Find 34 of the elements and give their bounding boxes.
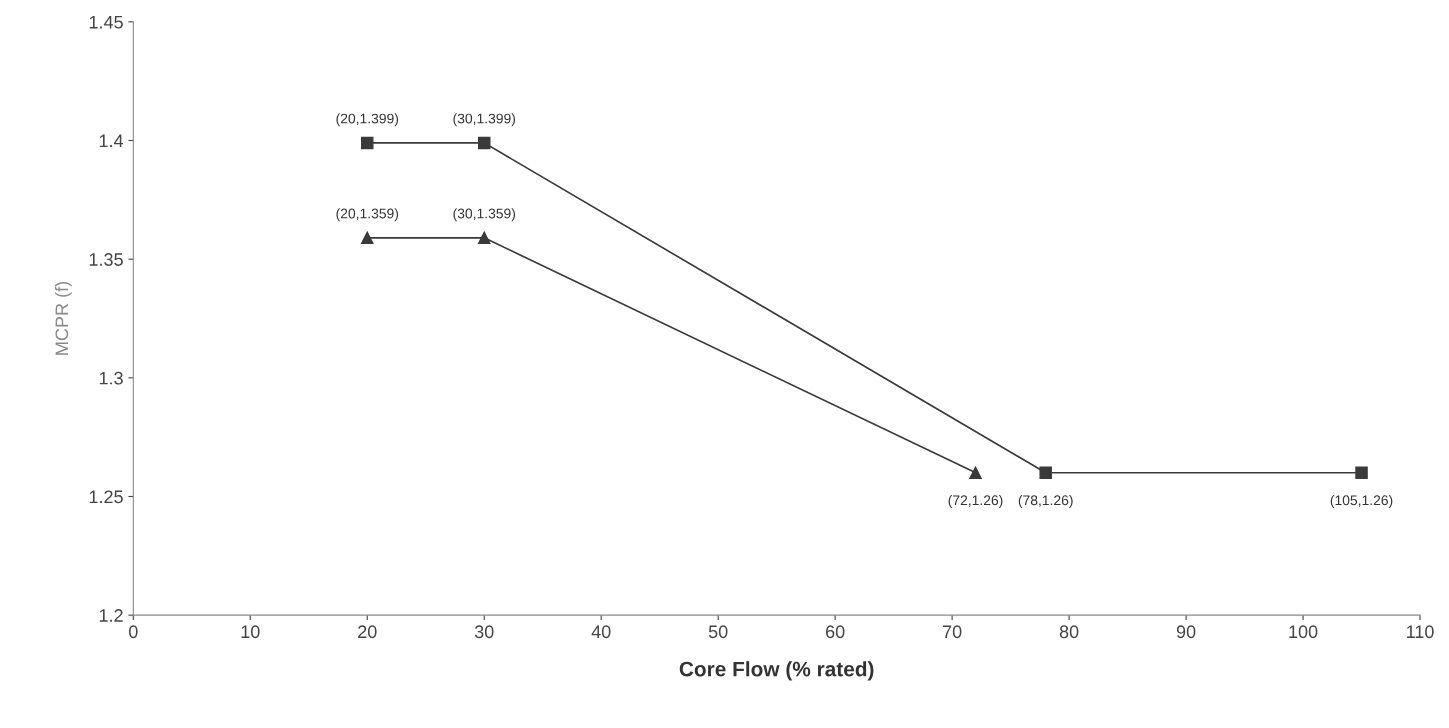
data-label: (20,1.359)	[336, 208, 399, 222]
x-tick-label: 90	[1176, 625, 1196, 639]
y-tick-label: 1.45	[89, 15, 123, 29]
y-tick-label: 1.3	[99, 371, 123, 385]
data-label: (20,1.399)	[336, 113, 399, 127]
x-tick-label: 20	[358, 625, 377, 639]
x-tick-label: 100	[1289, 625, 1318, 639]
x-tick-label: 40	[591, 625, 611, 639]
x-tick-label: 0	[128, 625, 138, 639]
point	[361, 231, 374, 245]
x-tick-label: 110	[1407, 625, 1434, 639]
x-tick-label: 80	[1059, 625, 1079, 639]
y-axis-title: MCPR (f)	[54, 282, 72, 355]
point	[477, 136, 491, 150]
point	[477, 231, 491, 245]
x-tick-label: 50	[708, 625, 728, 639]
x-tick-label: 60	[826, 625, 845, 639]
y-tick-label: 1.4	[99, 134, 124, 148]
point	[1355, 466, 1368, 480]
x-axis-title: Core Flow (% rated)	[679, 661, 874, 681]
x-tick-label: 70	[943, 625, 962, 639]
y-tick-label: 1.35	[89, 253, 123, 266]
x-tick-label: 30	[474, 625, 494, 639]
data-label: (105,1.26)	[1330, 494, 1393, 508]
x-tick-label: 10	[241, 625, 260, 639]
data-label: (72,1.26)	[948, 494, 1003, 508]
point	[1039, 466, 1052, 480]
point	[361, 136, 374, 150]
data-label: (78,1.26)	[1018, 494, 1073, 508]
data-label: (30,1.399)	[453, 113, 516, 127]
data-label: (30,1.359)	[453, 208, 516, 222]
point	[969, 466, 982, 480]
y-tick-label: 1.25	[89, 490, 123, 504]
y-tick-label: 1.2	[99, 609, 123, 622]
